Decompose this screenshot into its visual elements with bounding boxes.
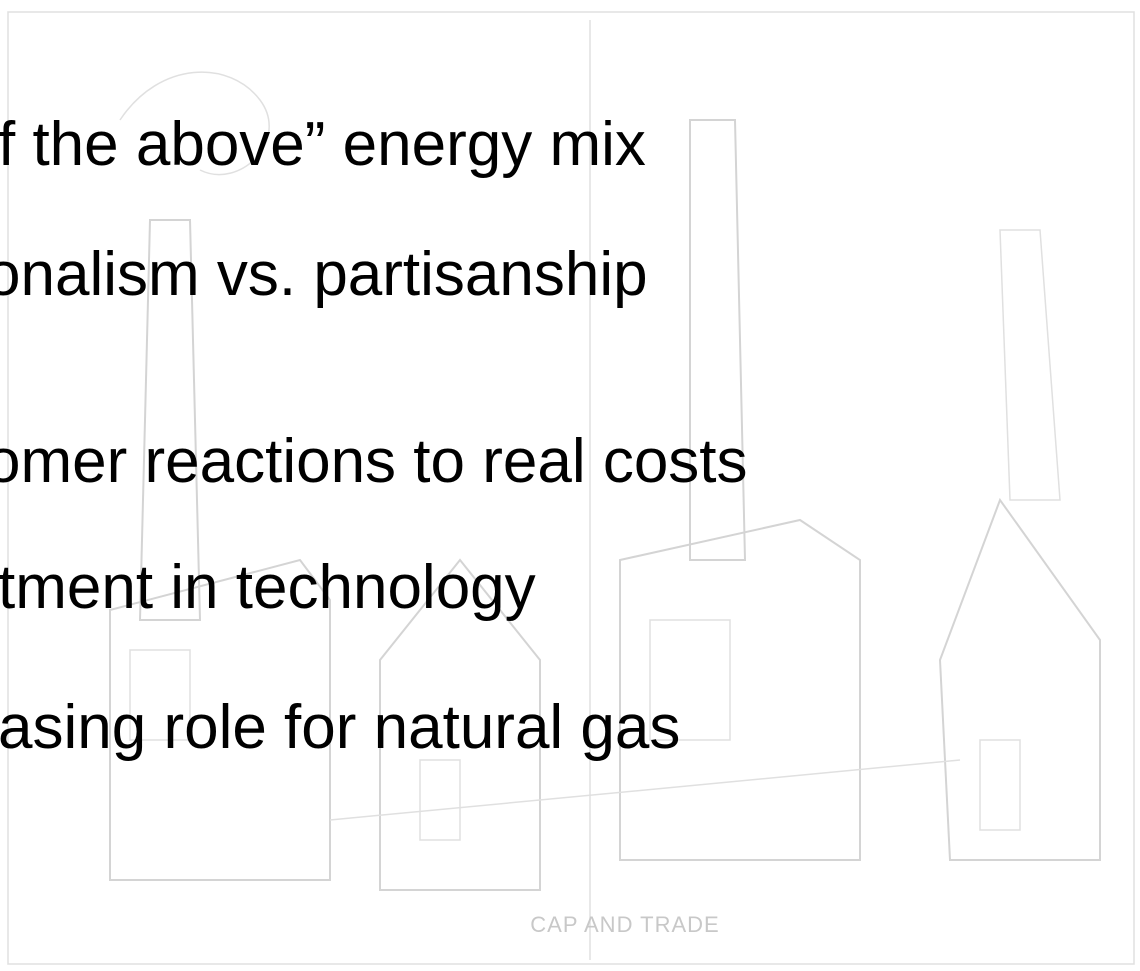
page: {"slide": { "bullets": [ "f the above\u2…	[0, 0, 1140, 971]
bullet-text: f the above” energy mix	[0, 110, 646, 179]
bullet-text: onalism vs. partisanship	[0, 240, 648, 309]
ground-line	[330, 760, 960, 820]
slide: f the above” energy mix onalism vs. part…	[0, 0, 1140, 971]
door	[420, 760, 460, 840]
chimney	[1000, 230, 1060, 500]
bullet-text: tment in technology	[0, 553, 536, 622]
factory	[620, 520, 860, 860]
bullet-text: asing role for natural gas	[0, 693, 680, 762]
bullet-text: omer reactions to real costs	[0, 427, 748, 496]
door	[980, 740, 1020, 830]
illustration-caption: CAP AND TRADE	[530, 912, 719, 937]
